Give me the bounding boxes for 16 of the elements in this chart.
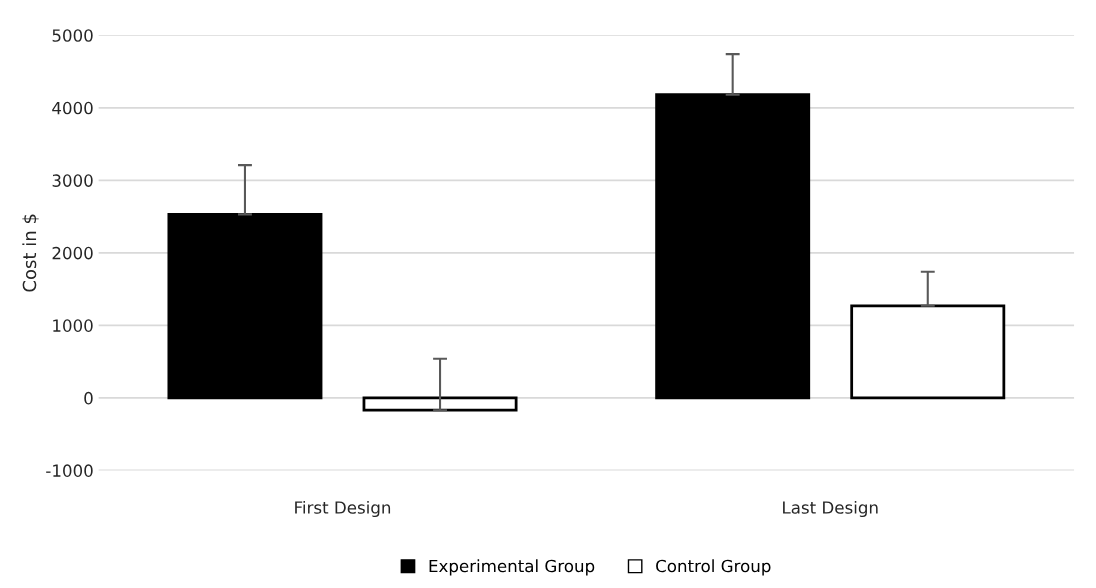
y-tick-label: 5000 [52, 29, 93, 42]
bar [362, 396, 518, 412]
bar [655, 93, 811, 400]
y-tick-label: -1000 [46, 464, 93, 477]
legend-label: Experimental Group [429, 559, 595, 576]
y-tick-label: 2000 [52, 246, 93, 260]
legend-label: Control Group [656, 559, 771, 576]
x-tick-label: Last Design [783, 500, 878, 518]
y-tick-label: 3000 [52, 174, 93, 187]
bar [167, 213, 323, 400]
y-axis-title: Cost in $ [22, 214, 39, 292]
y-tick-label: 4000 [52, 101, 93, 115]
y-tick-label: 0 [84, 391, 93, 405]
x-tick-label: First Design [295, 500, 391, 518]
y-tick-label: 1000 [53, 319, 93, 332]
bar [850, 304, 1006, 400]
